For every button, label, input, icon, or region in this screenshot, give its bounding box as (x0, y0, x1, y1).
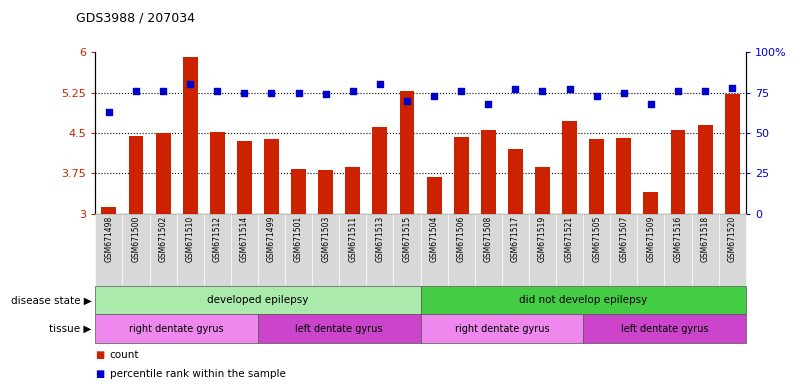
Text: right dentate gyrus: right dentate gyrus (129, 323, 224, 334)
Point (183, 81, 196, 88)
Point (103, 109, 115, 115)
Point (698, 88, 711, 94)
Bar (453, 137, 469, 214)
Point (455, 88, 468, 94)
Text: GSM671516: GSM671516 (674, 215, 682, 262)
Text: ■: ■ (95, 350, 105, 360)
Text: GSM671508: GSM671508 (484, 215, 493, 262)
Text: GSM671504: GSM671504 (429, 215, 439, 262)
Text: GSM671502: GSM671502 (159, 215, 167, 262)
Point (292, 89, 305, 96)
Text: GSM671506: GSM671506 (457, 215, 465, 262)
Bar (183, 56, 198, 214)
Point (428, 93, 441, 99)
Text: GSM671520: GSM671520 (727, 215, 737, 262)
Text: ■: ■ (95, 369, 105, 379)
Bar (562, 121, 577, 214)
Bar (535, 167, 550, 214)
Bar (616, 138, 631, 214)
Text: GSM671505: GSM671505 (592, 215, 602, 262)
Point (536, 88, 549, 94)
Bar (237, 141, 252, 214)
Point (590, 93, 603, 99)
Point (238, 89, 251, 96)
Bar (291, 169, 306, 214)
Text: developed epilepsy: developed epilepsy (207, 295, 308, 306)
Bar (318, 170, 333, 214)
Text: GSM671509: GSM671509 (646, 215, 655, 262)
Point (265, 89, 278, 96)
Point (373, 81, 386, 88)
Text: GSM671511: GSM671511 (348, 215, 357, 262)
Text: GSM671515: GSM671515 (402, 215, 412, 262)
Bar (508, 149, 523, 214)
Bar (264, 139, 279, 214)
Point (157, 88, 170, 94)
Point (400, 98, 413, 104)
Point (211, 88, 223, 94)
Bar (643, 192, 658, 214)
Bar (128, 136, 143, 214)
Point (645, 101, 658, 107)
Point (671, 88, 684, 94)
Text: GSM671507: GSM671507 (619, 215, 628, 262)
Point (346, 88, 359, 94)
Point (482, 101, 495, 107)
Text: GSM671513: GSM671513 (376, 215, 384, 262)
Text: GSM671501: GSM671501 (294, 215, 303, 262)
Bar (427, 177, 441, 214)
Text: GSM671521: GSM671521 (565, 215, 574, 262)
Bar (210, 132, 225, 214)
Point (320, 91, 332, 97)
Text: GSM671512: GSM671512 (213, 215, 222, 262)
Text: GSM671498: GSM671498 (104, 215, 114, 262)
Text: GSM671518: GSM671518 (701, 215, 710, 262)
Bar (481, 130, 496, 214)
Text: GSM671514: GSM671514 (239, 215, 249, 262)
Text: GSM671500: GSM671500 (131, 215, 140, 262)
Point (618, 89, 630, 96)
Bar (590, 139, 604, 214)
Text: count: count (110, 350, 139, 360)
Text: left dentate gyrus: left dentate gyrus (296, 323, 383, 334)
Text: GSM671519: GSM671519 (538, 215, 547, 262)
Bar (698, 125, 713, 214)
Text: did not develop epilepsy: did not develop epilepsy (519, 295, 647, 306)
Bar (102, 207, 116, 214)
Text: tissue ▶: tissue ▶ (49, 323, 91, 334)
Bar (155, 133, 171, 214)
Point (130, 88, 143, 94)
Text: left dentate gyrus: left dentate gyrus (621, 323, 708, 334)
Bar (345, 167, 360, 214)
Text: GDS3988 / 207034: GDS3988 / 207034 (76, 12, 195, 25)
Text: percentile rank within the sample: percentile rank within the sample (110, 369, 286, 379)
Bar (372, 127, 388, 214)
Bar (670, 130, 686, 214)
Text: GSM671499: GSM671499 (267, 215, 276, 262)
Text: right dentate gyrus: right dentate gyrus (454, 323, 549, 334)
Text: GSM671510: GSM671510 (186, 215, 195, 262)
Point (726, 84, 739, 91)
Text: disease state ▶: disease state ▶ (10, 295, 91, 306)
Text: GSM671517: GSM671517 (511, 215, 520, 262)
Bar (725, 94, 739, 214)
Point (563, 86, 576, 93)
Text: GSM671503: GSM671503 (321, 215, 330, 262)
Point (509, 86, 521, 93)
Bar (400, 91, 414, 214)
